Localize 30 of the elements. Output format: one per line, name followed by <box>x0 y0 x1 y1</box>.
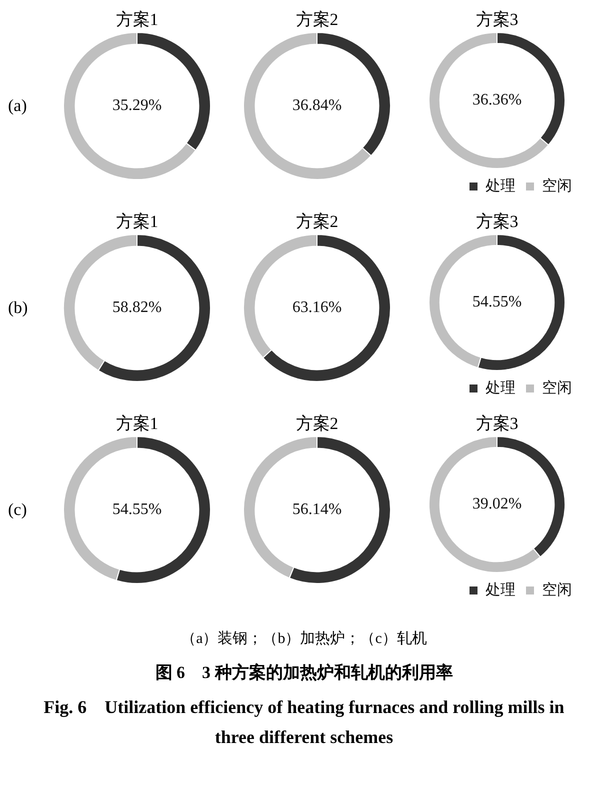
chart-title: 方案1 <box>116 413 158 433</box>
legend-label: 处理 <box>486 177 516 194</box>
data-label: 54.55% <box>112 501 162 518</box>
caption: Fig. 6 Utilization efficiency of heating furnaces and rolling mills in three different schemes <box>42 696 566 749</box>
text: (a) <box>8 95 28 116</box>
legend-label: 空闲 <box>542 177 572 194</box>
legend-label: 空闲 <box>542 581 572 598</box>
chart-title: 方案3 <box>476 211 518 231</box>
data-label: 39.02% <box>472 496 522 513</box>
chart-title: 方案2 <box>296 211 338 231</box>
data-label: 36.84% <box>292 97 342 114</box>
chart-title: 方案2 <box>296 9 338 29</box>
data-label: 35.29% <box>112 97 162 114</box>
text: （a）装钢；（b）加热炉；（c）轧机 <box>180 630 428 649</box>
chart-title: 方案3 <box>476 9 518 29</box>
data-label: 58.82% <box>112 299 162 316</box>
legend-label: 处理 <box>486 581 516 598</box>
data-label: 56.14% <box>292 501 342 518</box>
chart-title: 方案2 <box>296 413 338 433</box>
legend-label: 处理 <box>486 379 516 396</box>
text: (b) <box>8 297 29 318</box>
data-label: 54.55% <box>472 294 522 311</box>
chart-title: 方案3 <box>476 413 518 433</box>
chart-title: 方案1 <box>116 9 158 29</box>
chart-title: 方案1 <box>116 211 158 231</box>
legend-label: 空闲 <box>542 379 572 396</box>
data-label: 63.16% <box>292 299 342 316</box>
text: (c) <box>8 499 28 520</box>
caption: 图 6 3 种方案的加热炉和轧机的利用率 <box>154 662 454 684</box>
data-label: 36.36% <box>472 92 522 109</box>
